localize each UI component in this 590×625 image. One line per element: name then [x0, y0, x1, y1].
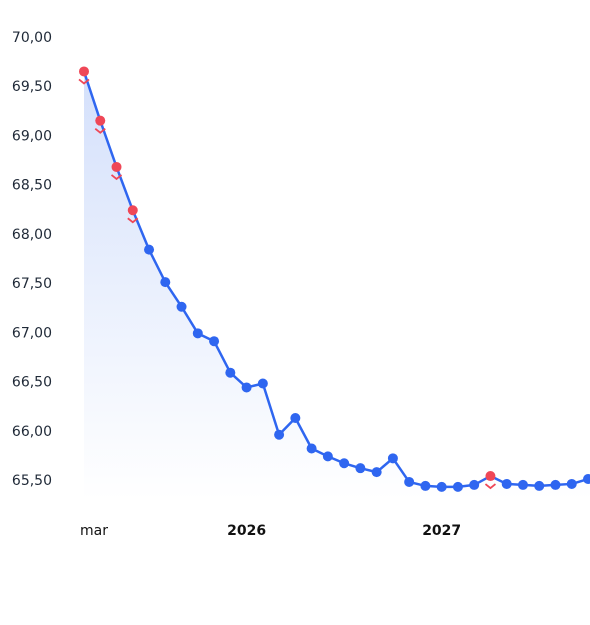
data-point[interactable]	[501, 478, 512, 489]
data-point[interactable]	[583, 474, 590, 485]
area-path	[84, 71, 590, 500]
data-point[interactable]	[209, 336, 220, 347]
data-point[interactable]	[550, 479, 561, 490]
x-axis: mar 2026 2027	[80, 523, 461, 539]
down-chevron-icon	[127, 217, 139, 224]
data-point[interactable]	[257, 378, 268, 389]
data-point[interactable]	[160, 277, 171, 288]
y-tick-label: 69,50	[12, 79, 52, 95]
highlighted-data-point[interactable]	[111, 161, 122, 172]
data-point[interactable]	[404, 476, 415, 487]
y-tick-label: 67,00	[12, 325, 52, 341]
data-point[interactable]	[306, 443, 317, 454]
down-chevron-icon	[110, 174, 123, 181]
data-point[interactable]	[290, 412, 301, 423]
down-chevron-icon	[78, 78, 90, 85]
highlighted-data-point[interactable]	[485, 471, 496, 482]
data-point[interactable]	[387, 453, 398, 464]
y-tick-label: 66,00	[12, 424, 52, 440]
y-tick-label: 67,50	[12, 276, 52, 292]
y-tick-label: 69,00	[12, 128, 52, 144]
highlighted-data-point[interactable]	[95, 115, 106, 126]
highlighted-data-point[interactable]	[79, 66, 89, 77]
data-point[interactable]	[371, 467, 382, 478]
data-point[interactable]	[225, 367, 236, 378]
data-point[interactable]	[420, 480, 431, 491]
data-point[interactable]	[452, 481, 463, 492]
data-point[interactable]	[176, 301, 187, 312]
x-tick-label: mar	[80, 523, 108, 539]
data-point[interactable]	[355, 463, 366, 474]
data-point[interactable]	[566, 478, 577, 489]
x-tick-label: 2027	[422, 523, 461, 539]
data-point[interactable]	[192, 328, 203, 339]
y-tick-label: 68,00	[12, 227, 52, 243]
data-point[interactable]	[144, 244, 155, 255]
data-points	[78, 66, 590, 492]
data-point[interactable]	[436, 481, 447, 492]
y-tick-label: 70,00	[12, 30, 52, 46]
x-tick-label: 2026	[227, 523, 266, 539]
data-point[interactable]	[469, 479, 480, 490]
data-point[interactable]	[339, 458, 350, 469]
data-point[interactable]	[322, 451, 333, 462]
highlighted-data-point[interactable]	[127, 205, 138, 216]
data-point[interactable]	[534, 480, 545, 491]
y-tick-label: 65,50	[12, 473, 52, 489]
y-tick-label: 66,50	[12, 375, 52, 391]
area-fill	[84, 71, 590, 500]
data-point[interactable]	[241, 382, 252, 393]
y-axis: 70,00 69,50 69,00 68,50 68,00 67,50 67,00 66,50…	[12, 30, 52, 489]
data-point[interactable]	[517, 479, 528, 490]
down-chevron-icon	[94, 127, 106, 134]
data-point[interactable]	[274, 429, 285, 440]
y-tick-label: 68,50	[12, 178, 52, 194]
down-chevron-icon	[484, 483, 497, 490]
